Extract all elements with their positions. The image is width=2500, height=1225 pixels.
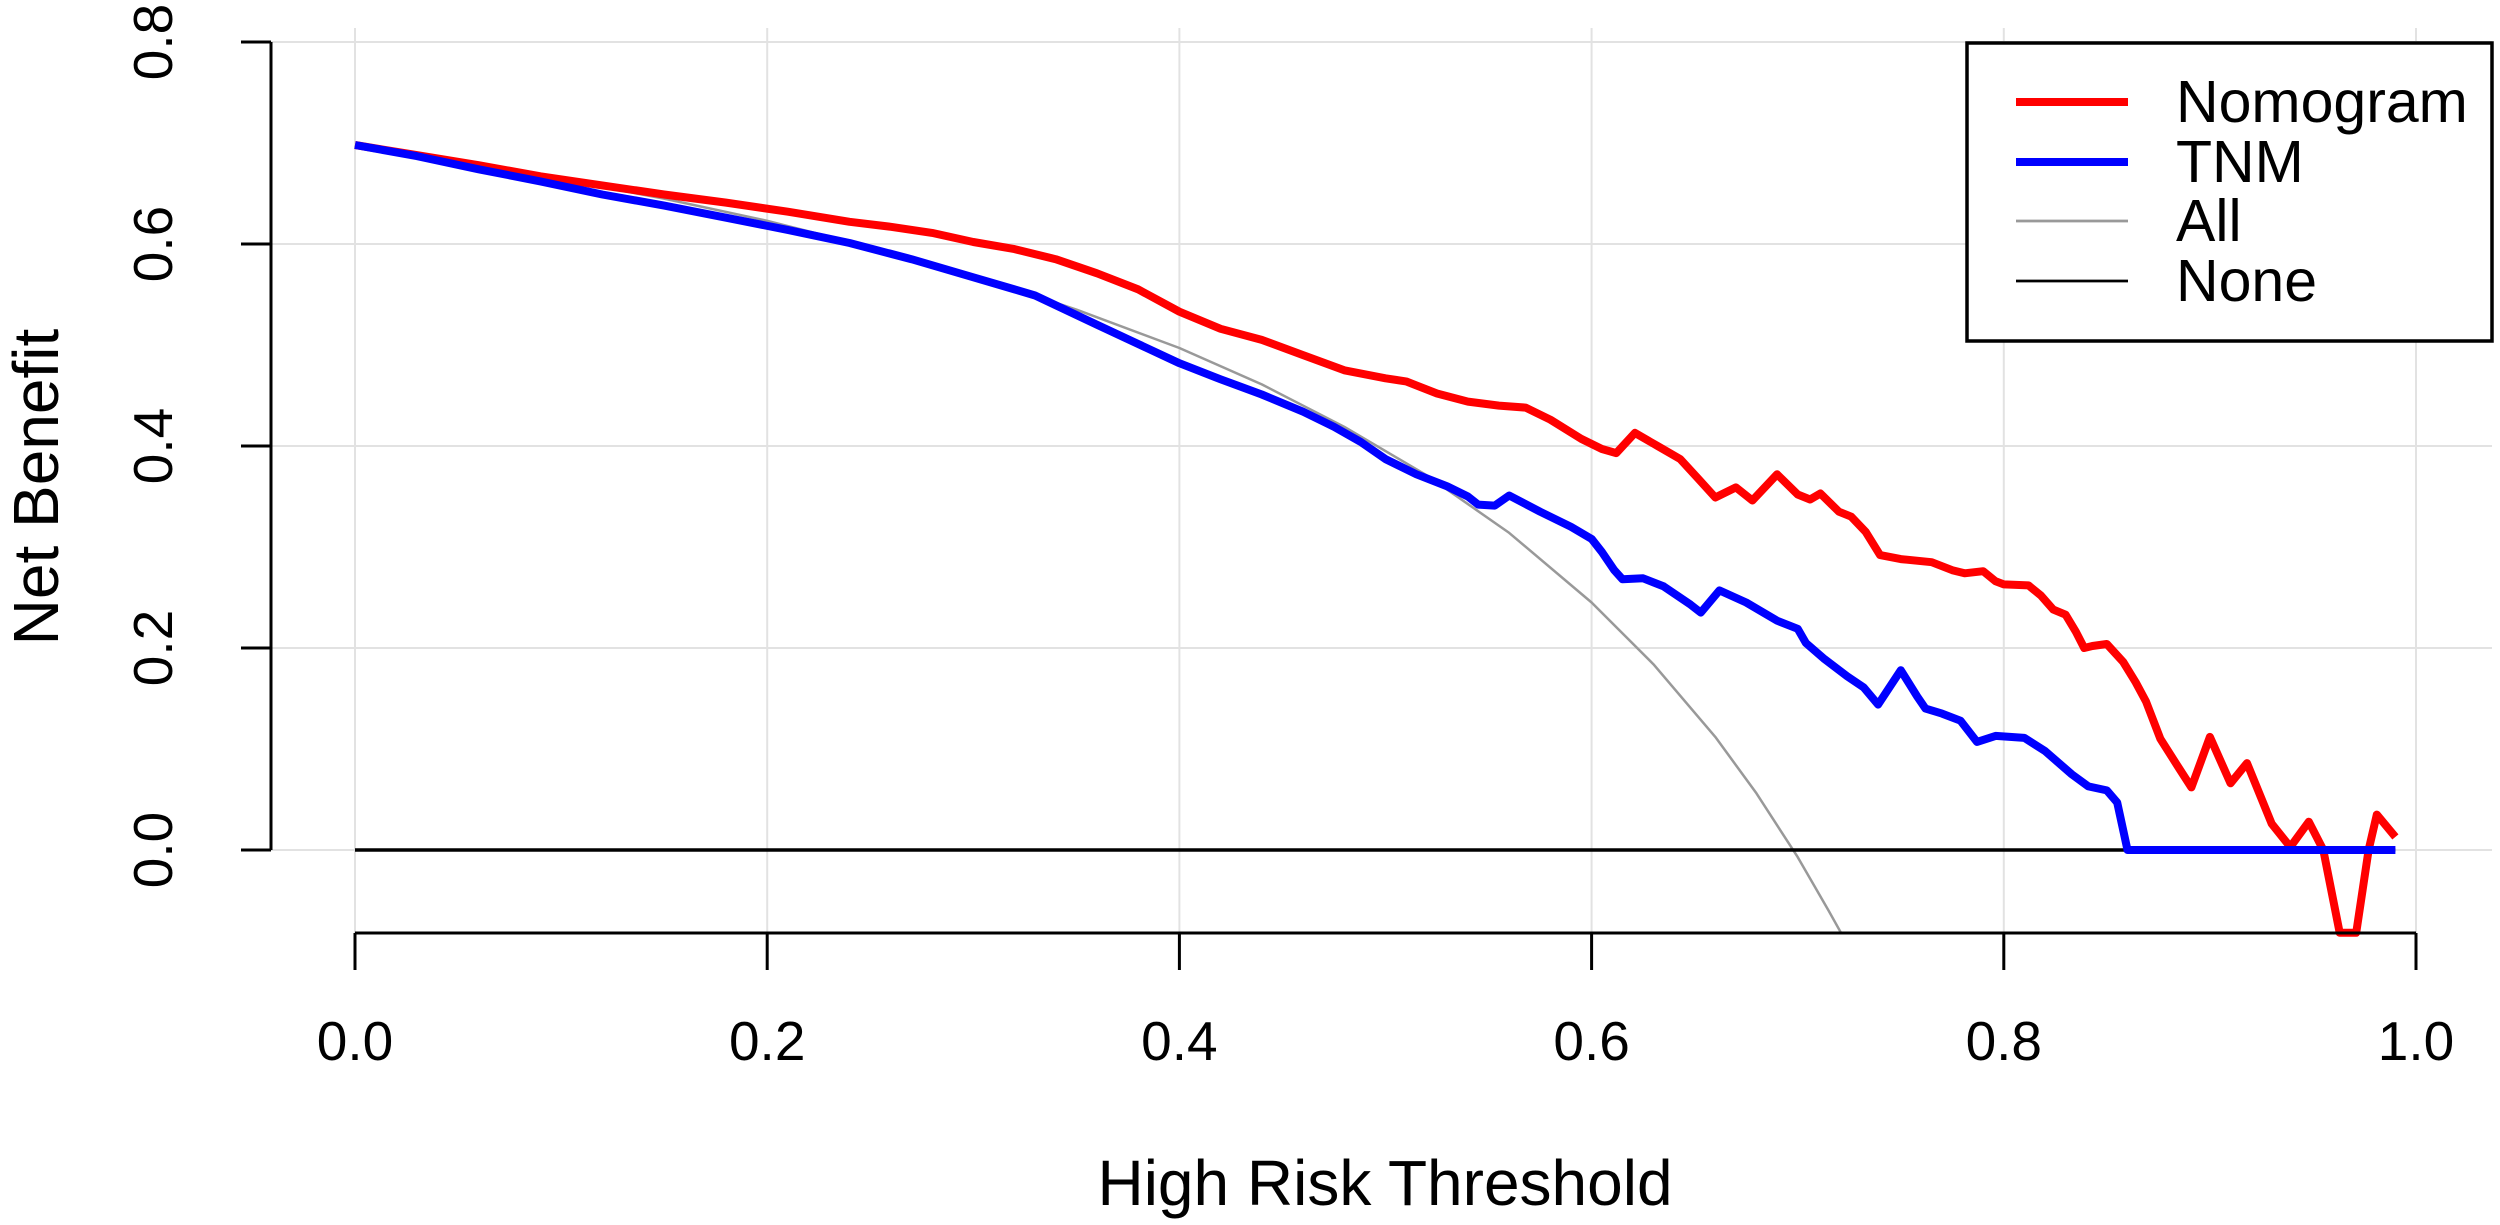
y-tick-label: 0.8	[122, 4, 184, 80]
x-tick-label: 1.0	[2378, 1010, 2454, 1072]
x-tick-label: 0.6	[1553, 1010, 1629, 1072]
y-tick-label: 0.6	[122, 206, 184, 282]
tick-labels: 0.0 0.2 0.4 0.6 0.8 1.0 0.0 0.2 0.4 0.6 0.8	[122, 4, 2454, 1072]
y-axis-title: Net Benefit	[0, 328, 72, 645]
legend-label-tnm: TNM	[2176, 129, 2304, 195]
x-tick-label: 0.0	[317, 1010, 393, 1072]
legend-label-none: None	[2176, 248, 2317, 314]
legend-label-all: All	[2176, 188, 2242, 254]
legend-label-nomogram: Nomogram	[2176, 69, 2468, 135]
y-tick-label: 0.4	[122, 408, 184, 484]
series-line-tnm	[354, 141, 2396, 854]
series-line-all	[354, 143, 1843, 934]
axes	[241, 40, 2418, 970]
y-tick-label: 0.0	[122, 812, 184, 888]
x-tick-label: 0.8	[1966, 1010, 2042, 1072]
y-tick-label: 0.2	[122, 610, 184, 686]
series-lines	[354, 141, 2399, 937]
x-axis-title: High Risk Threshold	[1097, 1147, 1672, 1219]
legend-box	[1965, 41, 2494, 343]
x-tick-label: 0.4	[1141, 1010, 1217, 1072]
series-line-nomogram	[354, 141, 2399, 937]
x-tick-label: 0.2	[729, 1010, 805, 1072]
